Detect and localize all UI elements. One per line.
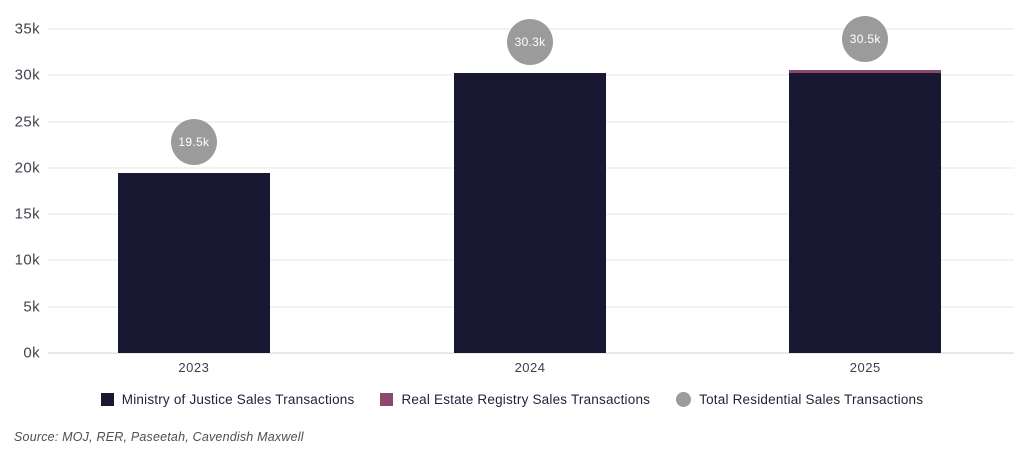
bar-segment-moj: [789, 72, 942, 353]
bar-segment-moj: [454, 72, 607, 353]
legend: Ministry of Justice Sales Transactions R…: [0, 392, 1024, 407]
y-tick-label: 35k: [14, 20, 40, 38]
legend-item-rer: Real Estate Registry Sales Transactions: [380, 392, 650, 407]
total-circle-2025: 30.5k: [842, 15, 889, 62]
bar-segment-rer: [789, 69, 942, 73]
total-circle-2024: 30.3k: [507, 18, 554, 65]
total-label: 19.5k: [178, 134, 210, 149]
plot-area: 19.5k 2023 30.3k 2024 30.5k: [48, 15, 1014, 375]
total-label: 30.3k: [514, 34, 546, 49]
bar-2023: [117, 172, 270, 353]
y-tick-label: 5k: [23, 298, 40, 316]
total-circle-2023: 19.5k: [170, 118, 217, 165]
gridline-0k: [48, 352, 1014, 354]
legend-item-total: Total Residential Sales Transactions: [676, 392, 923, 407]
y-tick-label: 15k: [14, 205, 40, 223]
x-tick-label: 2025: [849, 360, 881, 375]
bar-segment-moj: [117, 172, 270, 353]
source-note: Source: MOJ, RER, Paseetah, Cavendish Ma…: [14, 430, 304, 444]
legend-swatch-circle-icon: [676, 392, 692, 407]
y-tick-label: 30k: [14, 66, 40, 84]
x-tick-label: 2024: [514, 360, 546, 375]
legend-item-moj: Ministry of Justice Sales Transactions: [100, 392, 355, 407]
legend-swatch-square-icon: [380, 393, 394, 406]
bar-group-2025: 30.5k 2025: [789, 15, 942, 375]
bar-2025: [789, 69, 942, 353]
legend-label: Real Estate Registry Sales Transactions: [401, 392, 651, 407]
legend-label: Ministry of Justice Sales Transactions: [121, 392, 355, 407]
y-tick-label: 25k: [14, 113, 40, 131]
total-label: 30.5k: [849, 31, 881, 46]
legend-swatch-square-icon: [100, 393, 114, 406]
y-axis: 0k 5k 10k 15k 20k 25k 30k 35k: [0, 22, 40, 361]
x-tick-label: 2023: [178, 360, 210, 375]
y-tick-label: 20k: [14, 159, 40, 177]
bar-2024: [454, 72, 607, 353]
bar-group-2024: 30.3k 2024: [454, 18, 607, 375]
legend-label: Total Residential Sales Transactions: [699, 392, 924, 407]
y-tick-label: 10k: [14, 251, 40, 269]
y-tick-label: 0k: [23, 344, 40, 362]
bar-group-2023: 19.5k 2023: [117, 29, 270, 375]
